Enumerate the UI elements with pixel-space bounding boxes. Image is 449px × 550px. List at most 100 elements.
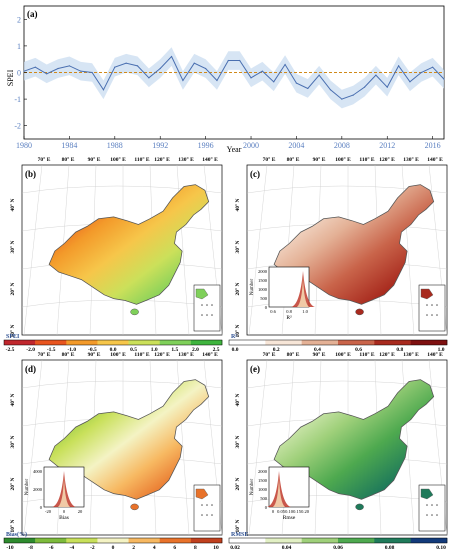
spei-series-line bbox=[23, 55, 445, 100]
colorbar-tick-label: -1.0 bbox=[67, 347, 76, 353]
inset-island bbox=[426, 314, 428, 316]
latitude-label: 40° N bbox=[9, 198, 16, 211]
inset-x-tick-label: 0.10 bbox=[285, 509, 294, 514]
colorbar-tick-label: 1.0 bbox=[151, 347, 158, 353]
inset-island bbox=[426, 514, 428, 516]
colorbar-tick-label: 0.0 bbox=[232, 347, 239, 353]
x-tick-label-a: 2004 bbox=[288, 141, 304, 150]
inset-x-tick-label: 1.0 bbox=[302, 309, 308, 314]
hainan-island bbox=[130, 308, 139, 316]
hainan-island bbox=[130, 503, 139, 511]
colorbar-tick-label: -10 bbox=[6, 545, 14, 550]
spei-point bbox=[397, 65, 400, 67]
latitude-label: 40° N bbox=[9, 393, 16, 406]
inset-x-label: Rmse bbox=[283, 515, 296, 521]
inset-x-tick-label: 0.05 bbox=[277, 509, 286, 514]
spei-point bbox=[261, 70, 263, 72]
latitude-label: 20° N bbox=[234, 282, 241, 295]
colorbar-frame bbox=[228, 339, 448, 346]
histogram-highlight bbox=[58, 477, 70, 507]
latitude-label: 20° N bbox=[234, 477, 241, 490]
longitude-label: 130° E bbox=[178, 351, 194, 358]
inset-y-tick-label: 0 bbox=[40, 505, 43, 510]
longitude-label: 100° E bbox=[110, 156, 126, 163]
x-tick-label-a: 1996 bbox=[198, 141, 214, 150]
spei-point bbox=[386, 86, 388, 88]
longitude-label: 110° E bbox=[134, 351, 150, 358]
inset-y-tick-label: 1500 bbox=[258, 278, 268, 283]
longitude-label: 110° E bbox=[134, 156, 150, 163]
latitude-label: 30° N bbox=[234, 435, 241, 448]
inset-x-tick-label: 0 bbox=[63, 509, 66, 514]
x-tick-label-a: 2012 bbox=[379, 141, 395, 150]
longitude-label: 100° E bbox=[110, 351, 126, 358]
colorbar-segment bbox=[4, 538, 36, 543]
inset-x-tick-label: 0.20 bbox=[301, 509, 310, 514]
spei-point bbox=[318, 74, 320, 76]
inset-y-tick-label: 2000 bbox=[258, 269, 268, 274]
latitude-label: 10° N bbox=[9, 519, 16, 532]
colorbar-tick-label: -4 bbox=[70, 545, 75, 550]
colorbar-segment bbox=[301, 340, 339, 345]
panel-label: (b) bbox=[25, 169, 36, 179]
spei-point bbox=[136, 65, 139, 67]
inset-y-tick-label: 1500 bbox=[258, 478, 268, 483]
colorbar-segment bbox=[159, 340, 192, 345]
inset-y-tick-label: 1000 bbox=[258, 487, 268, 492]
inset-x-label: Bias bbox=[59, 515, 69, 521]
colorbar-frame bbox=[228, 537, 448, 544]
panel-label: (e) bbox=[250, 364, 260, 374]
inset-island bbox=[211, 314, 213, 316]
latitude-label: 10° N bbox=[234, 519, 241, 532]
china-map bbox=[273, 379, 435, 500]
colorbar-tick-label: 0.06 bbox=[333, 545, 343, 550]
spei-point bbox=[329, 89, 332, 91]
colorbar-tick-label: 1.0 bbox=[438, 347, 445, 353]
latitude-label: 30° N bbox=[9, 435, 16, 448]
longitude-label: 120° E bbox=[379, 351, 395, 358]
longitude-label: 70° E bbox=[38, 156, 51, 163]
longitude-label: 70° E bbox=[263, 156, 276, 163]
colorbar-tick-label: 0.0 bbox=[110, 347, 117, 353]
spei-point bbox=[227, 59, 229, 62]
inset-x-tick-label: 20 bbox=[78, 509, 83, 514]
hainan-island bbox=[355, 308, 364, 316]
spei-point bbox=[295, 82, 298, 84]
spei-point bbox=[182, 79, 184, 82]
inset-island bbox=[201, 304, 203, 306]
y-tick-label-a: -2 bbox=[14, 122, 21, 131]
y-tick-label-a: 1 bbox=[17, 42, 21, 51]
x-tick-label-a: 1992 bbox=[152, 141, 168, 150]
x-tick-label-a: 1988 bbox=[107, 141, 123, 150]
inset-island bbox=[201, 504, 203, 506]
panel-label: (d) bbox=[25, 364, 36, 374]
panel-label: (c) bbox=[250, 169, 260, 179]
longitude-label: 100° E bbox=[335, 351, 351, 358]
spei-point bbox=[273, 81, 275, 83]
inset-island bbox=[436, 314, 438, 316]
y-tick-label-a: 0 bbox=[17, 69, 21, 78]
latitude-label: 20° N bbox=[9, 477, 16, 490]
colorbar-segment bbox=[338, 340, 375, 345]
map-panel-e: 70° E 80° E 90° E 100° E 110° E 120° E 130° E 1… bbox=[228, 351, 448, 550]
colorbar-segment bbox=[301, 538, 339, 543]
panel-a-label: (a) bbox=[27, 9, 38, 19]
longitude-label: 120° E bbox=[154, 351, 170, 358]
inset-x-label: R² bbox=[286, 315, 292, 321]
colorbar-tick-label: 0.2 bbox=[273, 347, 280, 353]
colorbar-segment bbox=[35, 340, 67, 345]
inset-y-tick-label: 500 bbox=[260, 296, 268, 301]
spei-point bbox=[307, 87, 309, 90]
inset-y-label: Number bbox=[250, 278, 255, 295]
longitude-label: 80° E bbox=[287, 351, 300, 358]
colorbar-tick-label: -6 bbox=[49, 545, 54, 550]
hainan-island bbox=[355, 503, 364, 511]
inset-island bbox=[431, 304, 433, 306]
inset-island bbox=[201, 314, 203, 316]
longitude-label: 80° E bbox=[62, 156, 75, 163]
colorbar-tick-label: -1.5 bbox=[47, 347, 56, 353]
y-tick-label-a: 2 bbox=[17, 15, 21, 24]
spei-point bbox=[159, 67, 161, 70]
spei-point bbox=[91, 71, 93, 74]
spei-point bbox=[102, 89, 105, 91]
